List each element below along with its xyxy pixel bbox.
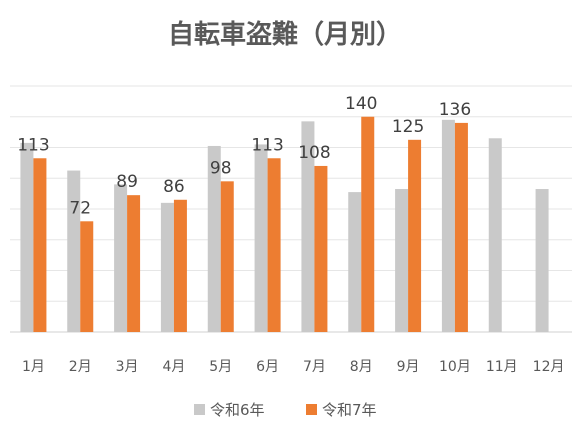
bar-令和7年-5月: [220, 181, 234, 332]
x-tick-label: 3月: [116, 359, 139, 375]
bar-令和7年-9月: [408, 139, 422, 332]
bars: [20, 116, 549, 333]
data-label-1月: 113: [17, 135, 49, 155]
bar-令和7年-2月: [80, 221, 94, 332]
bar-令和6年-1月: [20, 142, 34, 332]
bar-令和6年-4月: [160, 202, 174, 332]
bar-令和6年-6月: [254, 144, 268, 332]
data-label-7月: 108: [298, 143, 330, 163]
data-label-4月: 86: [163, 177, 185, 197]
bar-令和6年-3月: [114, 184, 128, 332]
bar-令和7年-3月: [127, 195, 141, 332]
bar-令和6年-2月: [67, 170, 81, 332]
bar-令和7年-4月: [173, 199, 187, 332]
data-label-9月: 125: [392, 117, 424, 137]
data-label-10月: 136: [439, 100, 471, 120]
x-tick-label: 1月: [22, 359, 45, 375]
x-tick-label: 7月: [303, 359, 326, 375]
x-axis-ticks: 1月 2月 3月 4月 5月 6月 7月 8月 9月 10月 11月 12月: [22, 359, 565, 375]
x-tick-label: 11月: [486, 359, 518, 375]
legend-label: 令和7年: [322, 401, 377, 419]
bar-令和6年-7月: [301, 121, 315, 332]
bar-令和7年-10月: [454, 122, 468, 333]
data-label-5月: 98: [210, 158, 232, 178]
bar-令和6年-12月: [535, 189, 549, 332]
chart-title: 自転車盗難（月別）: [168, 19, 402, 50]
legend: 令和6年 令和7年: [194, 401, 377, 419]
data-labels: 113 72 89 86 98 113 108 140 125 136: [17, 94, 471, 219]
bar-令和6年-11月: [488, 138, 502, 332]
data-label-2月: 72: [69, 198, 91, 218]
legend-label: 令和6年: [210, 401, 265, 419]
x-tick-label: 8月: [350, 359, 373, 375]
x-tick-label: 10月: [439, 359, 471, 375]
x-tick-label: 9月: [397, 359, 420, 375]
x-tick-label: 12月: [533, 359, 565, 375]
bar-令和6年-10月: [441, 119, 455, 332]
bar-令和6年-8月: [348, 192, 362, 332]
data-label-8月: 140: [345, 94, 377, 114]
legend-swatch: [194, 404, 205, 415]
bar-令和6年-5月: [207, 145, 221, 332]
x-tick-label: 6月: [256, 359, 279, 375]
x-tick-label: 5月: [209, 359, 232, 375]
bar-令和7年-1月: [33, 158, 47, 332]
data-label-3月: 89: [116, 172, 138, 192]
bar-令和7年-8月: [361, 116, 375, 332]
gridlines: [10, 85, 572, 333]
bar-令和7年-6月: [267, 158, 281, 332]
bar-令和7年-7月: [314, 165, 328, 332]
data-label-6月: 113: [251, 135, 283, 155]
bar-令和6年-9月: [395, 189, 409, 332]
x-tick-label: 2月: [69, 359, 92, 375]
x-tick-label: 4月: [162, 359, 185, 375]
legend-swatch: [306, 404, 317, 415]
